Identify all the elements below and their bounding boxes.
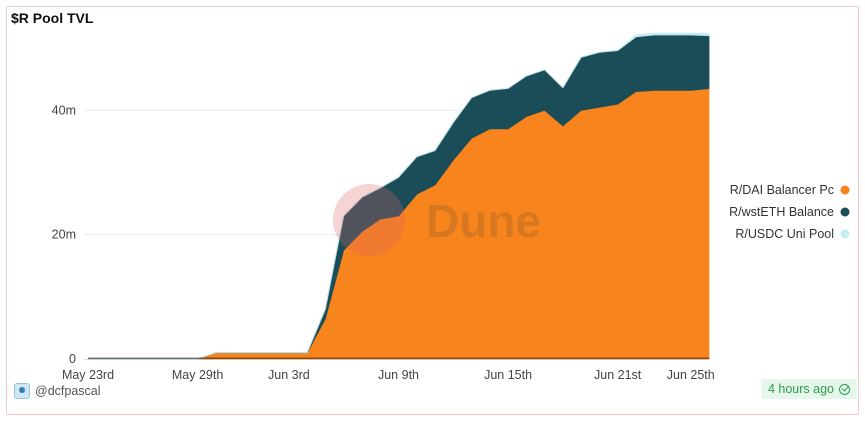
legend-label: R/wstETH Balance [729,205,834,219]
x-tick-label: Jun 21st [594,368,642,382]
legend-swatch [840,229,850,239]
legend-swatch [840,185,850,195]
watermark-circle [333,184,405,256]
author-link[interactable]: @dcfpascal [14,383,101,399]
watermark-text: Dune [426,195,541,247]
legend: R/DAI Balancer Pc R/wstETH Balance R/USDC … [729,183,850,241]
y-axis-ticks: 0 20m 40m [52,103,76,366]
y-tick-label: 20m [52,228,76,242]
updated-badge: 4 hours ago [760,379,857,399]
y-tick-label: 40m [52,103,76,117]
y-tick-label: 0 [69,352,76,366]
x-tick-label: Jun 25th [667,368,715,382]
x-axis-ticks: May 23rd May 29th Jun 3rd Jun 9th Jun 15th Ju… [62,368,715,382]
legend-label: R/USDC Uni Pool [735,227,834,241]
updated-text: 4 hours ago [767,382,834,396]
legend-swatch [840,207,850,217]
legend-label: R/DAI Balancer Pc [730,183,834,197]
chart-title: $R Pool TVL [11,10,94,26]
series-area-3 [88,32,710,360]
x-tick-label: Jun 15th [484,368,532,382]
author-name: @dcfpascal [35,384,101,398]
x-tick-label: May 29th [172,368,223,382]
x-tick-label: May 23rd [62,368,114,382]
series-areas [88,32,710,360]
x-tick-label: Jun 9th [378,368,419,382]
avatar-icon [14,383,30,399]
x-tick-label: Jun 3rd [268,368,310,382]
check-circle-icon [839,383,850,395]
dune-watermark: Dune [333,184,541,256]
